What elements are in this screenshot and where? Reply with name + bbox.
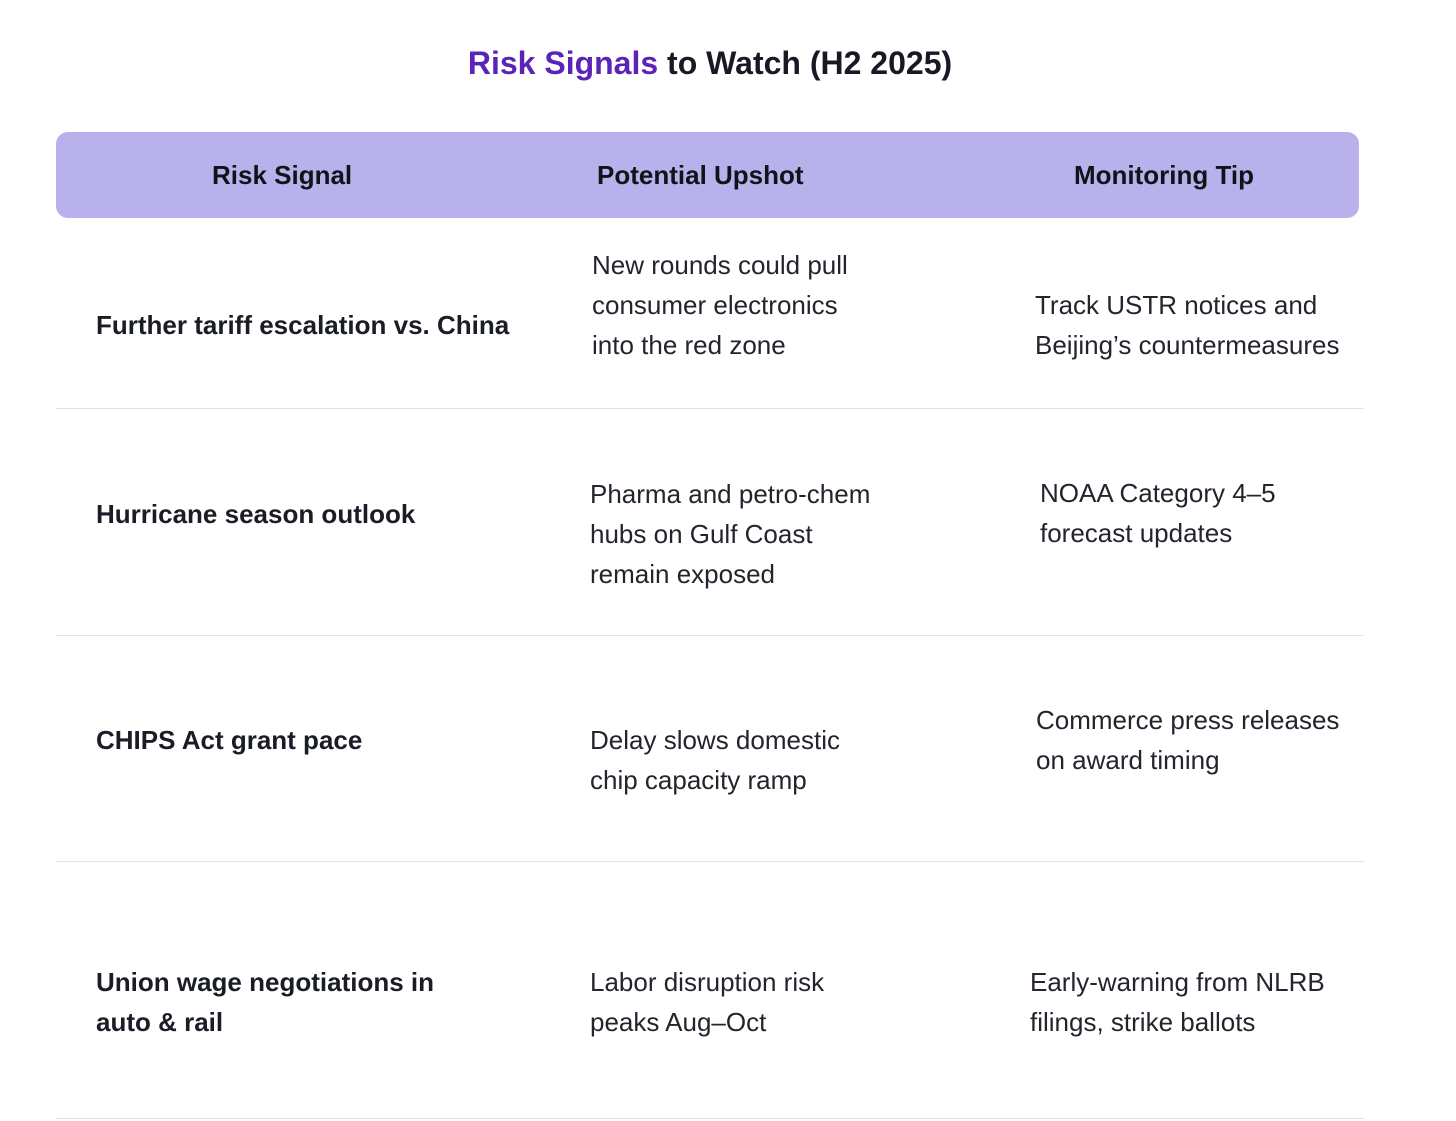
table-row-3-tip: Commerce press releases on award timing [1036,700,1339,780]
cell-line: Labor disruption risk [590,967,825,997]
table-row-2-upshot: Pharma and petro-chem hubs on Gulf Coast… [590,474,870,594]
cell-line: filings, strike ballots [1030,1007,1256,1037]
table-row-4-tip: Early-warning from NLRB filings, strike … [1030,962,1325,1042]
table-row-1-tip: Track USTR notices and Beijing’s counter… [1035,285,1339,365]
cell-line: Beijing’s countermeasures [1035,330,1340,360]
cell-line: Union wage negotiations in [96,967,434,997]
row-divider [56,635,1364,636]
cell-line: chip capacity ramp [590,765,807,795]
title-rest: to Watch (H2 2025) [658,45,953,81]
cell-line: hubs on Gulf Coast [590,519,813,549]
header-risk-signal: Risk Signal [212,160,353,190]
cell-line: consumer electronics [592,290,838,320]
row-divider [56,408,1364,409]
table-header: Risk Signal Potential Upshot Monitoring … [56,132,1359,218]
cell-line: into the red zone [592,330,786,360]
header-monitoring-tip: Monitoring Tip [1074,160,1255,190]
table-row-4-upshot: Labor disruption risk peaks Aug–Oct [590,962,824,1042]
cell-line: forecast updates [1040,518,1233,548]
cell-line: Pharma and petro-chem [590,479,871,509]
cell-line: Hurricane season outlook [96,499,416,529]
cell-line: Further tariff escalation vs. China [96,310,510,340]
cell-line: New rounds could pull [592,250,848,280]
row-divider [56,1118,1364,1119]
title-accent: Risk Signals [467,45,659,81]
cell-line: CHIPS Act grant pace [96,725,363,755]
cell-line: Commerce press releases [1036,705,1340,735]
cell-line: auto & rail [96,1007,224,1037]
table-row-3-signal: CHIPS Act grant pace [96,720,362,760]
table-row-2-tip: NOAA Category 4–5 forecast updates [1040,473,1276,553]
cell-line: Track USTR notices and [1035,290,1318,320]
table-row-1-signal: Further tariff escalation vs. China [96,305,509,345]
header-potential-upshot: Potential Upshot [597,160,804,190]
cell-line: NOAA Category 4–5 [1040,478,1276,508]
row-divider [56,861,1364,862]
table-row-1-upshot: New rounds could pull consumer electroni… [592,245,848,365]
table-row-3-upshot: Delay slows domestic chip capacity ramp [590,720,840,800]
table-row-4-signal: Union wage negotiations in auto & rail [96,962,434,1042]
cell-line: on award timing [1036,745,1220,775]
table-row-2-signal: Hurricane season outlook [96,494,415,534]
page-title: Risk Signals to Watch (H2 2025) [0,40,1420,86]
cell-line: Delay slows domestic [590,725,840,755]
cell-line: Early-warning from NLRB [1030,967,1325,997]
cell-line: remain exposed [590,559,775,589]
cell-line: peaks Aug–Oct [590,1007,767,1037]
